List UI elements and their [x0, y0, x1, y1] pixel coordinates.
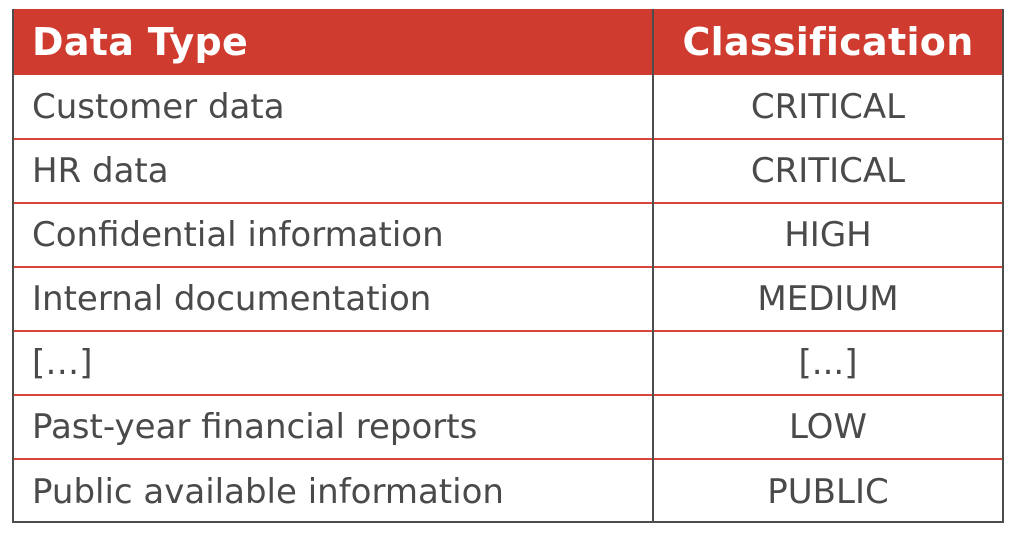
table-row: Confidential information HIGH — [14, 202, 1002, 267]
data-type-cell: Internal documentation — [14, 266, 654, 331]
data-type-cell: Customer data — [14, 75, 654, 139]
classification-cell: CRITICAL — [653, 138, 1002, 203]
data-type-cell: Past-year financial reports — [14, 394, 654, 459]
header-row: Data Type Classification — [14, 9, 1002, 75]
classification-cell: CRITICAL — [750, 86, 906, 127]
data-type-cell: Confidential information — [14, 202, 654, 267]
classification-cell: HIGH — [653, 202, 1002, 267]
table-row: HR data CRITICAL — [14, 138, 1002, 203]
data-classification-table-container: Data Type Classification Customer data C… — [12, 9, 1004, 523]
table-header: Data Type Classification — [14, 9, 1002, 75]
classification-cell: LOW — [653, 394, 1002, 459]
table-row: Public available information PUBLIC — [14, 458, 1002, 523]
table-row: Customer data CRITICAL — [14, 75, 1002, 139]
data-type-cell: Public available information — [14, 458, 654, 523]
data-type-cell: […] — [14, 330, 654, 395]
classification-cell: MEDIUM — [653, 266, 1002, 331]
table-row: Past-year financial reports LOW — [14, 394, 1002, 459]
data-type-cell: HR data — [14, 138, 654, 203]
header-data-type: Data Type — [14, 9, 654, 75]
classification-cell: [...] — [653, 330, 1002, 395]
table-body: Customer data CRITICAL HR data CRITICAL … — [14, 75, 1002, 523]
table-row: Internal documentation MEDIUM — [14, 266, 1002, 331]
header-classification: Classification — [682, 20, 974, 64]
data-classification-table: Data Type Classification Customer data C… — [14, 9, 1002, 523]
classification-cell: PUBLIC — [653, 458, 1002, 523]
table-row: […] [...] — [14, 330, 1002, 395]
